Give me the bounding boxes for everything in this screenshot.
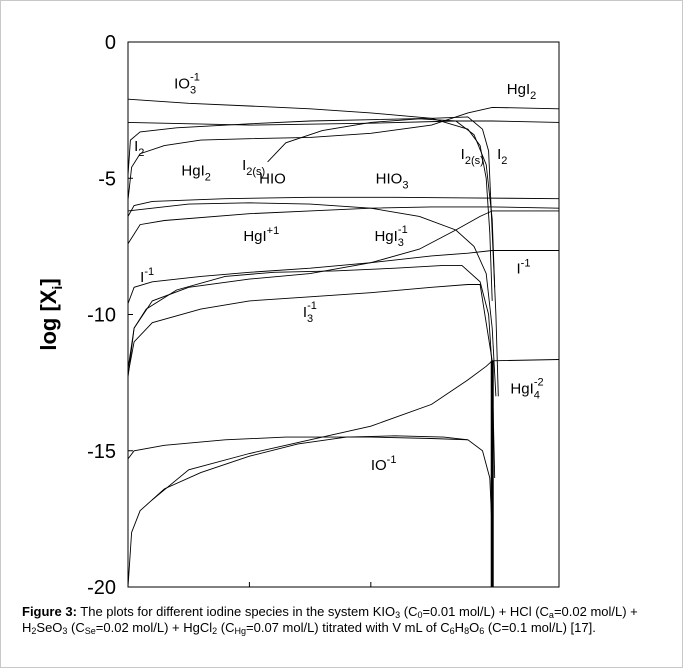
x-tick-label: 0	[122, 598, 133, 600]
species-label: I2	[134, 138, 144, 159]
y-tick-label: -10	[87, 305, 116, 327]
x-tick-label: 2	[365, 598, 376, 600]
series-line-HgI2	[127, 106, 560, 201]
series-line-IO-1_top	[127, 436, 468, 460]
y-tick-label: 0	[105, 32, 116, 54]
caption-text: The plots for different iodine species i…	[22, 604, 638, 636]
series-line-IO-1	[127, 435, 493, 588]
series-line-I3-1	[127, 264, 496, 479]
species-label: HgI4-2	[510, 377, 543, 402]
series-line-HgI3-1	[127, 210, 559, 378]
species-label: I-1	[140, 266, 154, 286]
species-label: I3-1	[303, 300, 317, 325]
y-axis-ticks: 0 -5 -10 -15 -20	[87, 32, 133, 599]
species-label: HIO3	[376, 171, 409, 192]
species-label: I2	[497, 146, 507, 167]
x-tick-label: 1	[244, 598, 255, 600]
series-line-I2	[127, 116, 499, 397]
x-tick-label: 3	[487, 598, 498, 600]
species-label: I2(s)	[461, 146, 484, 167]
series-line-HgI4-2_growth	[152, 360, 493, 501]
figure-caption: Figure 3: The plots for different iodine…	[22, 604, 662, 636]
y-tick-label: -15	[87, 441, 116, 463]
species-label: I2(s)	[242, 157, 265, 178]
y-tick-label: -5	[98, 168, 116, 190]
species-label: IO3-1	[174, 71, 200, 96]
caption-label: Figure 3:	[22, 604, 77, 619]
series-line-I-1	[127, 250, 559, 304]
species-label: IO-1	[371, 454, 397, 474]
species-label: HgI2	[507, 81, 536, 102]
species-label: HgI2	[181, 163, 210, 184]
series-line-HgI4-2	[127, 284, 560, 375]
chart: 0-5-10-15-20 0123 IO3-1HgI2I2HgI2I2(s)HI…	[36, 32, 560, 600]
y-axis-title: log [Xi]	[36, 278, 65, 350]
species-label: I-1	[517, 258, 531, 278]
series-line-I2s	[267, 118, 496, 288]
species-label: HIO	[259, 171, 286, 188]
series-layer	[127, 98, 560, 588]
species-label: HgI3-1	[374, 224, 407, 249]
series-line-HIO3	[127, 202, 497, 397]
y-tick-label: -20	[87, 577, 116, 599]
series-line-HgI+1	[127, 206, 560, 244]
x-axis-ticks: 0 1 2 3	[122, 582, 498, 600]
species-label: HgI+1	[243, 225, 279, 245]
series-line-HIO	[127, 196, 560, 217]
series-line-I2_line	[127, 120, 560, 126]
